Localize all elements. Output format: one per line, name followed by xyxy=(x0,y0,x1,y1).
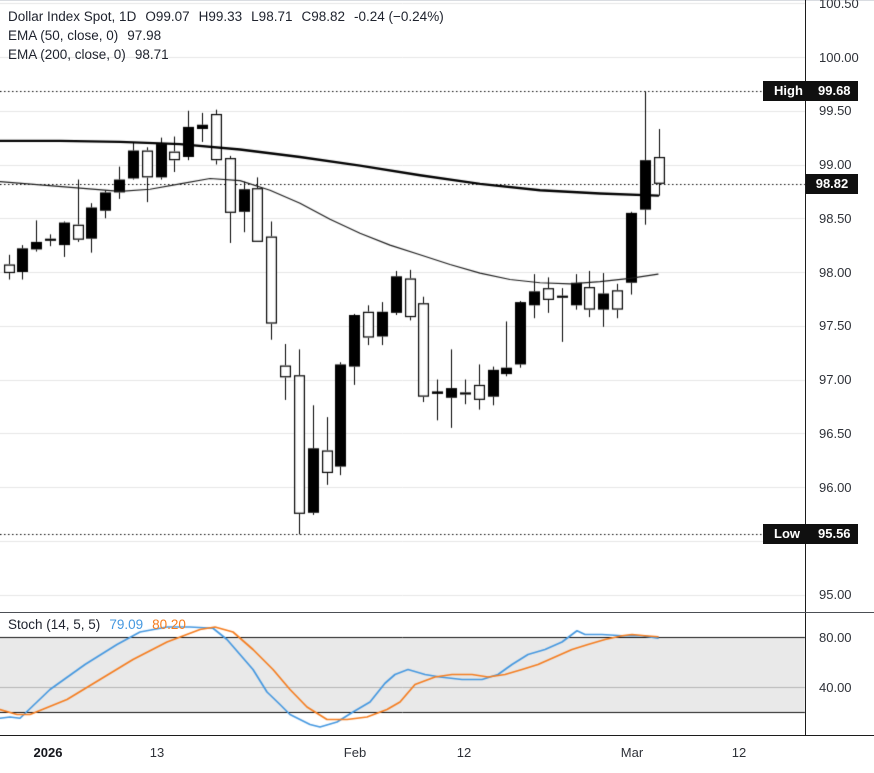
price-tick-label: 96.00 xyxy=(819,479,852,495)
price-tick-label: 95.00 xyxy=(819,587,852,602)
pane-separator[interactable] xyxy=(0,612,874,613)
stoch-k-value: 79.09 xyxy=(109,617,144,632)
time-axis-border xyxy=(0,735,874,736)
ohlc-high: H99.33 xyxy=(198,9,243,24)
last-price-marker: 98.82 xyxy=(806,173,858,194)
price-tick-label: 98.50 xyxy=(819,210,852,226)
price-tick-label: 100.00 xyxy=(819,49,859,65)
ema50-value: 97.98 xyxy=(127,28,162,43)
price-axis-border xyxy=(805,0,806,735)
time-tick-label: 12 xyxy=(731,745,747,760)
time-tick-label: 2026 xyxy=(33,745,63,760)
price-tick-label: 98.00 xyxy=(819,264,852,280)
ema200-value: 98.71 xyxy=(134,47,169,62)
ohlc-low: L98.71 xyxy=(251,9,293,24)
low-price-marker: Low 95.56 xyxy=(763,524,858,545)
price-tick-label: 97.00 xyxy=(819,372,852,387)
stoch-tick-label: 40.00 xyxy=(819,679,852,695)
low-marker-value: 95.56 xyxy=(818,526,851,542)
stoch-label[interactable]: Stoch (14, 5, 5) xyxy=(8,617,101,632)
ema200-label[interactable]: EMA (200, close, 0) xyxy=(8,47,126,62)
top-border xyxy=(0,0,874,1)
stoch-d-value: 80.20 xyxy=(152,617,186,632)
time-tick-label: 12 xyxy=(456,745,472,760)
stoch-tick-label: 80.00 xyxy=(819,629,852,645)
time-tick-label: Mar xyxy=(620,745,644,760)
symbol-header: Dollar Index Spot, 1D O99.07 H99.33 L98.71 C… xyxy=(8,7,444,64)
price-tick-label: 99.50 xyxy=(819,103,852,119)
low-marker-label: Low xyxy=(774,526,800,542)
ema50-label[interactable]: EMA (50, close, 0) xyxy=(8,28,119,43)
ema200-row: EMA (200, close, 0) 98.71 xyxy=(8,45,444,64)
ohlc-close: C98.82 xyxy=(301,9,346,24)
price-tick-label: 96.50 xyxy=(819,425,852,441)
stochastic-header: Stoch (14, 5, 5) 79.09 80.20 xyxy=(8,617,195,632)
ohlc-open: O99.07 xyxy=(145,9,190,24)
high-marker-value: 99.68 xyxy=(818,83,851,99)
ohlc-change: -0.24 (−0.24%) xyxy=(354,9,444,24)
time-tick-label: Feb xyxy=(343,745,367,760)
high-marker-label: High xyxy=(774,83,803,99)
time-tick-label: 13 xyxy=(149,745,165,760)
ema50-row: EMA (50, close, 0) 97.98 xyxy=(8,26,444,45)
price-tick-label: 97.50 xyxy=(819,318,852,334)
price-tick-label: 100.50 xyxy=(819,0,859,11)
price-tick-label: 99.00 xyxy=(819,157,852,172)
symbol-title[interactable]: Dollar Index Spot, 1D xyxy=(8,9,137,24)
high-price-marker: High 99.68 xyxy=(763,81,858,102)
last-price-value: 98.82 xyxy=(815,175,849,191)
symbol-ohlc-row: Dollar Index Spot, 1D O99.07 H99.33 L98.71 C… xyxy=(8,7,444,26)
